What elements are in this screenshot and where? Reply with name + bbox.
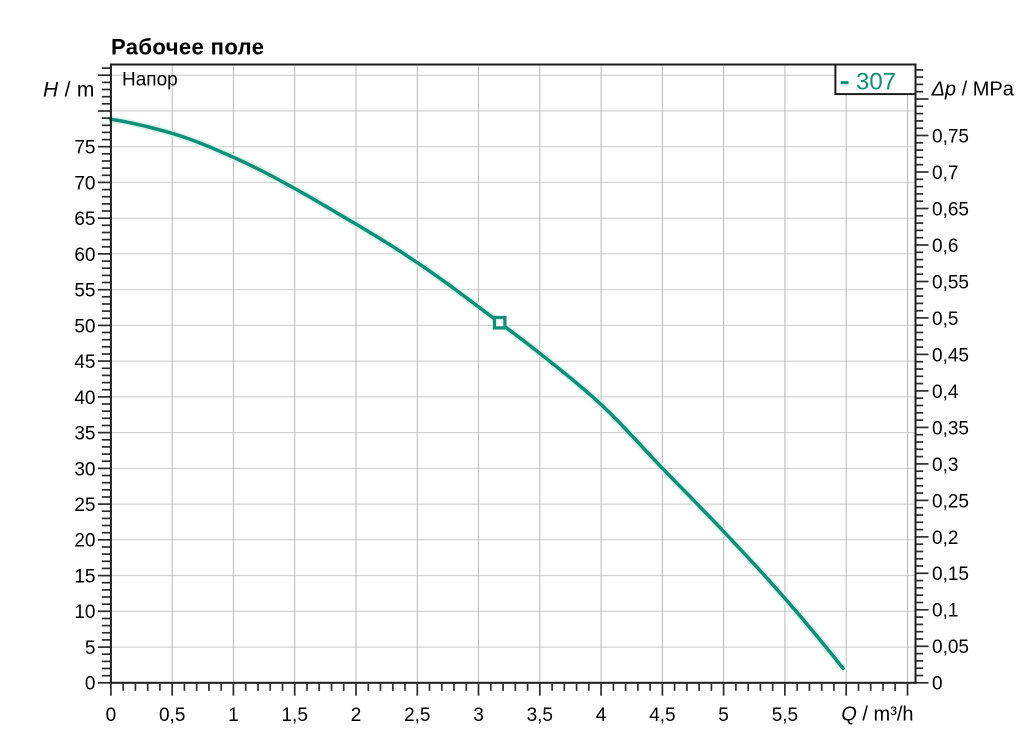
svg-text:4,5: 4,5 — [649, 705, 675, 726]
svg-text:0,1: 0,1 — [932, 601, 958, 622]
svg-text:5,5: 5,5 — [772, 705, 798, 726]
svg-text:0,3: 0,3 — [932, 455, 958, 476]
svg-text:0,6: 0,6 — [932, 236, 958, 257]
svg-text:0,35: 0,35 — [932, 418, 969, 439]
svg-text:307: 307 — [856, 69, 896, 96]
svg-text:55: 55 — [74, 281, 95, 302]
svg-text:10: 10 — [74, 602, 95, 623]
svg-text:Δp / MPa: Δp / MPa — [931, 79, 1015, 101]
svg-text:0: 0 — [932, 674, 943, 695]
svg-text:1,5: 1,5 — [281, 705, 307, 726]
svg-text:20: 20 — [74, 531, 95, 552]
svg-text:40: 40 — [74, 388, 95, 409]
svg-text:0,7: 0,7 — [932, 163, 958, 184]
svg-text:0,2: 0,2 — [932, 528, 958, 549]
svg-text:0: 0 — [106, 705, 117, 726]
svg-text:65: 65 — [74, 209, 95, 230]
svg-text:35: 35 — [74, 424, 95, 445]
svg-text:0,75: 0,75 — [932, 126, 969, 147]
svg-text:1: 1 — [228, 705, 239, 726]
svg-text:0: 0 — [85, 674, 96, 695]
svg-text:Q / m³/h: Q / m³/h — [841, 704, 913, 726]
svg-text:0,5: 0,5 — [932, 309, 958, 330]
svg-text:0,05: 0,05 — [932, 637, 969, 658]
svg-text:0,45: 0,45 — [932, 345, 969, 366]
svg-text:3: 3 — [473, 705, 484, 726]
svg-text:15: 15 — [74, 567, 95, 588]
svg-text:60: 60 — [74, 245, 95, 266]
svg-text:0,65: 0,65 — [932, 199, 969, 220]
svg-text:3,5: 3,5 — [527, 705, 553, 726]
svg-text:5: 5 — [85, 638, 96, 659]
svg-text:0,55: 0,55 — [932, 272, 969, 293]
svg-text:5: 5 — [718, 705, 729, 726]
svg-text:2: 2 — [351, 705, 362, 726]
svg-text:0,5: 0,5 — [159, 705, 185, 726]
svg-text:4: 4 — [596, 705, 607, 726]
svg-text:Напор: Напор — [122, 69, 178, 90]
svg-text:30: 30 — [74, 459, 95, 480]
svg-text:70: 70 — [74, 173, 95, 194]
svg-text:0,15: 0,15 — [932, 564, 969, 585]
svg-text:75: 75 — [74, 138, 95, 159]
svg-text:0,25: 0,25 — [932, 491, 969, 512]
svg-text:45: 45 — [74, 352, 95, 373]
svg-text:Рабочее поле: Рабочее поле — [111, 35, 264, 60]
svg-text:50: 50 — [74, 316, 95, 337]
svg-text:0,4: 0,4 — [932, 382, 959, 403]
svg-text:H / m: H / m — [43, 79, 95, 102]
svg-text:25: 25 — [74, 495, 95, 516]
svg-text:2,5: 2,5 — [404, 705, 430, 726]
